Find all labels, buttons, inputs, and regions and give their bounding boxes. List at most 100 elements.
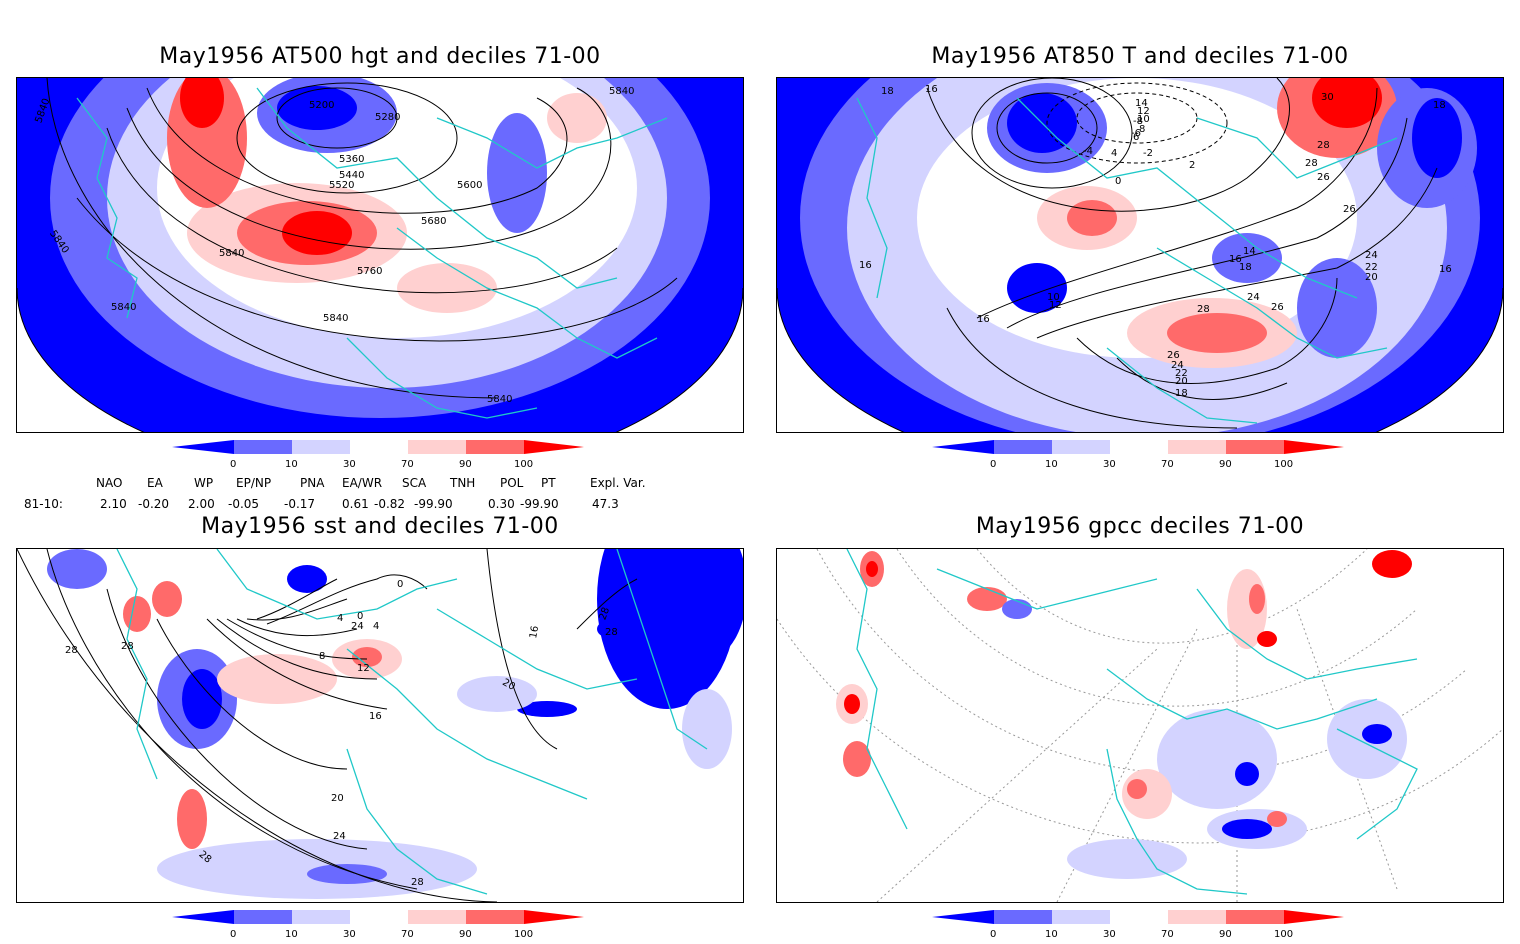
index-value: -0.17 <box>284 497 316 511</box>
colorbar-tick: 70 <box>401 929 414 940</box>
colorbar-tick: 90 <box>459 459 472 470</box>
contour-label: 8 <box>1139 124 1145 135</box>
colorbar-tick: 0 <box>990 459 996 470</box>
index-header: TNH <box>450 476 476 490</box>
panel-title-t850: May1956 AT850 T and deciles 71-00 <box>931 44 1349 69</box>
contour-label: 18 <box>1239 262 1252 273</box>
contour-label: 16 <box>1229 254 1242 265</box>
colorbar-tick: 100 <box>1274 459 1293 470</box>
contour-label: 18 <box>881 86 894 97</box>
index-value: -99.90 <box>414 497 453 511</box>
colorbar-tick: 30 <box>343 459 356 470</box>
contour-label: -8 <box>1133 116 1143 127</box>
colorbar-tick: 10 <box>285 459 298 470</box>
contour-label: 18 <box>1433 100 1446 111</box>
contour-label: 20 <box>1175 376 1188 387</box>
contour-label: 24 <box>351 621 364 632</box>
colorbar-hgt500: 0 10 30 70 90 100 <box>172 440 588 470</box>
contour-label: 5840 <box>111 302 136 313</box>
contour-label: 24 <box>1171 360 1184 371</box>
index-header: NAO <box>96 476 123 490</box>
colorbar-tick: 100 <box>1274 929 1293 940</box>
colorbar-tick: 0 <box>230 929 236 940</box>
contour-label: 5840 <box>219 248 244 259</box>
contour-label: 10 <box>1137 114 1150 125</box>
colorbar-tick: 100 <box>514 459 533 470</box>
index-value: -0.05 <box>228 497 260 511</box>
index-value: -0.82 <box>374 497 406 511</box>
colorbar-tick: 70 <box>401 459 414 470</box>
contour-label: 5840 <box>487 394 512 405</box>
contour-label: 26 <box>1271 302 1284 313</box>
colorbar-tick: 0 <box>990 929 996 940</box>
colorbar-tick: 30 <box>1103 929 1116 940</box>
contour-label: 8 <box>319 651 325 662</box>
contour-label: 26 <box>1167 350 1180 361</box>
contour-label: 20 <box>1365 272 1378 283</box>
contour-label: 28 <box>1317 140 1330 151</box>
index-header: WP <box>194 476 214 490</box>
contour-label: 16 <box>859 260 872 271</box>
contour-label: 26 <box>1317 172 1330 183</box>
index-value: 0.30 <box>488 497 515 511</box>
contour-label: 0 <box>1115 176 1121 187</box>
colorbar-tick: 100 <box>514 929 533 940</box>
contour-label: 5760 <box>357 266 382 277</box>
contour-label: 5440 <box>339 170 364 181</box>
contour-label: 22 <box>1365 262 1378 273</box>
contour-label: 14 <box>1135 98 1148 109</box>
contour-label: 24 <box>333 831 346 842</box>
colorbar-tick: 0 <box>230 459 236 470</box>
contour-label: 5840 <box>609 86 634 97</box>
index-header: EA/WR <box>342 476 383 490</box>
panel-title-sst: May1956 sst and deciles 71-00 <box>201 514 559 539</box>
index-row-label: 81-10: <box>24 497 63 511</box>
contour-label: 20 <box>331 793 344 804</box>
colorbar-tick: 30 <box>343 929 356 940</box>
colorbar-tick: 90 <box>1219 929 1232 940</box>
colorbar-tick: 90 <box>459 929 472 940</box>
index-header: EP/NP <box>236 476 272 490</box>
index-value: -99.90 <box>520 497 559 511</box>
map-panel-gpcc <box>776 548 1504 903</box>
index-header: SCA <box>402 476 427 490</box>
map-panel-t850: 18 16 14 12 10 8 6 4 2 0 -2 -4 -6 -8 30 … <box>776 77 1504 433</box>
contour-label: 5200 <box>309 100 334 111</box>
contour-label: 14 <box>1243 246 1256 257</box>
contour-label: -6 <box>1131 128 1141 139</box>
contour-label: 28 <box>597 606 612 622</box>
contour-label: 28 <box>65 645 78 656</box>
colorbar-tick: 70 <box>1161 459 1174 470</box>
map-panel-hgt500: 5200 5280 5360 5440 5520 5600 5680 5760 … <box>16 77 744 433</box>
index-header: EA <box>147 476 163 490</box>
contour-label: 5520 <box>329 180 354 191</box>
contour-label: 4 <box>373 621 379 632</box>
colorbar-t850: 0 10 30 70 90 100 <box>932 440 1348 470</box>
colorbar-tick: 30 <box>1103 459 1116 470</box>
contour-label: -4 <box>1083 146 1093 157</box>
index-value: 2.10 <box>100 497 127 511</box>
colorbar-tick: 90 <box>1219 459 1232 470</box>
contour-label: 24 <box>1247 292 1260 303</box>
contour-label: 0 <box>357 611 363 622</box>
contour-label: 16 <box>977 314 990 325</box>
colorbar-tick: 10 <box>285 929 298 940</box>
contour-label: 28 <box>121 641 134 652</box>
contour-label: 5680 <box>421 216 446 227</box>
index-value: 2.00 <box>188 497 215 511</box>
contour-label: 26 <box>1343 204 1356 215</box>
contour-label: 22 <box>1175 368 1188 379</box>
index-header: POL <box>500 476 524 490</box>
contour-label: 12 <box>1137 106 1150 117</box>
contour-label: 28 <box>411 877 424 888</box>
index-value: 47.3 <box>592 497 619 511</box>
contour-label: 4 <box>1111 148 1117 159</box>
contour-label: 28 <box>1305 158 1318 169</box>
contour-label: 5840 <box>323 313 348 324</box>
contour-label: 5280 <box>375 112 400 123</box>
contour-label: 18 <box>1175 388 1188 399</box>
contour-label: 28 <box>605 627 618 638</box>
contour-label: 2 <box>1189 160 1195 171</box>
contour-label: 16 <box>528 625 541 639</box>
colorbar-sst: 0 10 30 70 90 100 <box>172 910 588 940</box>
